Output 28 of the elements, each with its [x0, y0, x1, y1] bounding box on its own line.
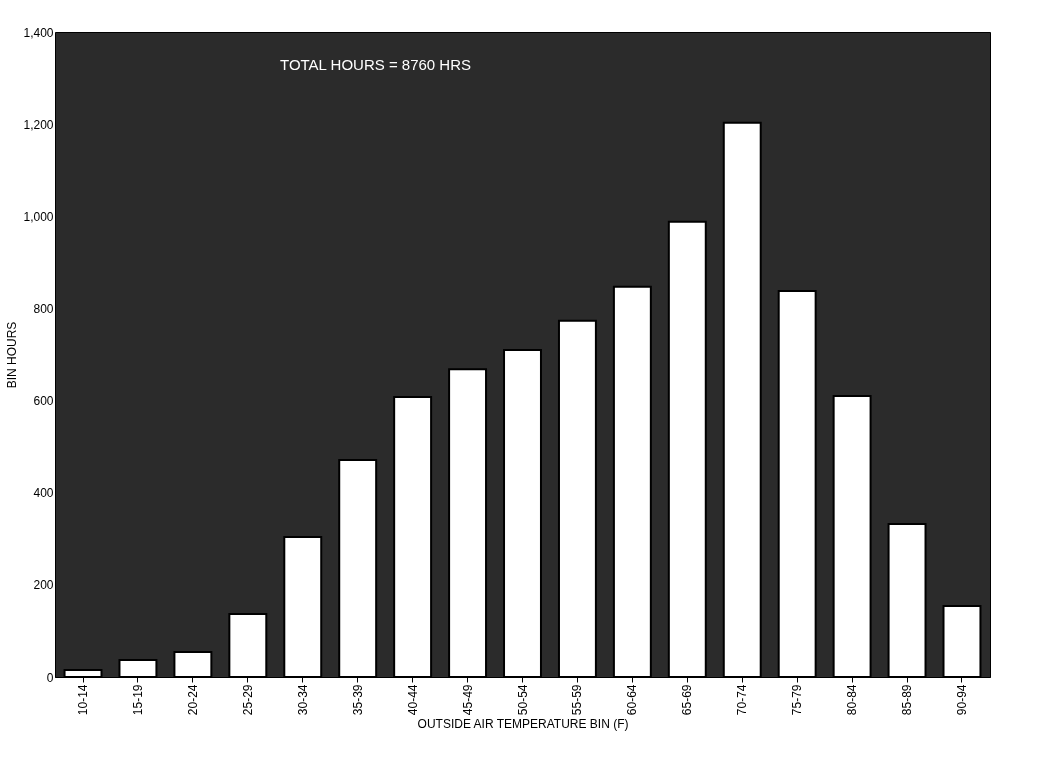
x-axis-title: OUTSIDE AIR TEMPERATURE BIN (F): [417, 717, 629, 732]
x-tick-label: 35-39: [350, 684, 365, 716]
x-tick-label: 10-14: [76, 684, 91, 716]
x-tick-label: 45-49: [460, 684, 475, 716]
x-tick-label: 30-34: [295, 684, 310, 716]
y-tick-label: 600: [33, 394, 54, 409]
x-tick-label: 80-84: [845, 684, 860, 716]
x-tick-label: 75-79: [790, 684, 805, 716]
x-tick-label: 60-64: [625, 684, 640, 716]
x-tick-label: 25-29: [240, 684, 255, 716]
y-axis-title: BIN HOURS: [5, 321, 20, 389]
y-tick-label: 1,200: [23, 117, 54, 132]
annotation: TOTAL HOURS = 8760 HRS: [280, 56, 472, 73]
x-tick-label: 65-69: [680, 684, 695, 716]
y-tick-label: 800: [33, 301, 54, 316]
x-tick-label: 40-44: [405, 684, 420, 716]
x-tick-label: 70-74: [735, 684, 750, 716]
y-tick-label: 1,000: [23, 209, 54, 224]
x-tick-label: 85-89: [900, 684, 915, 716]
y-tick-label: 400: [33, 486, 54, 501]
x-tick-label: 15-19: [130, 684, 145, 716]
x-tick-label: 20-24: [185, 684, 200, 716]
x-tick-label: 55-59: [570, 684, 585, 716]
y-tick-label: 200: [33, 578, 54, 593]
y-tick-label: 0: [46, 670, 54, 685]
x-tick-label: 50-54: [515, 684, 530, 716]
x-tick-label: 90-94: [954, 684, 969, 716]
y-tick-label: 1,400: [23, 25, 54, 40]
